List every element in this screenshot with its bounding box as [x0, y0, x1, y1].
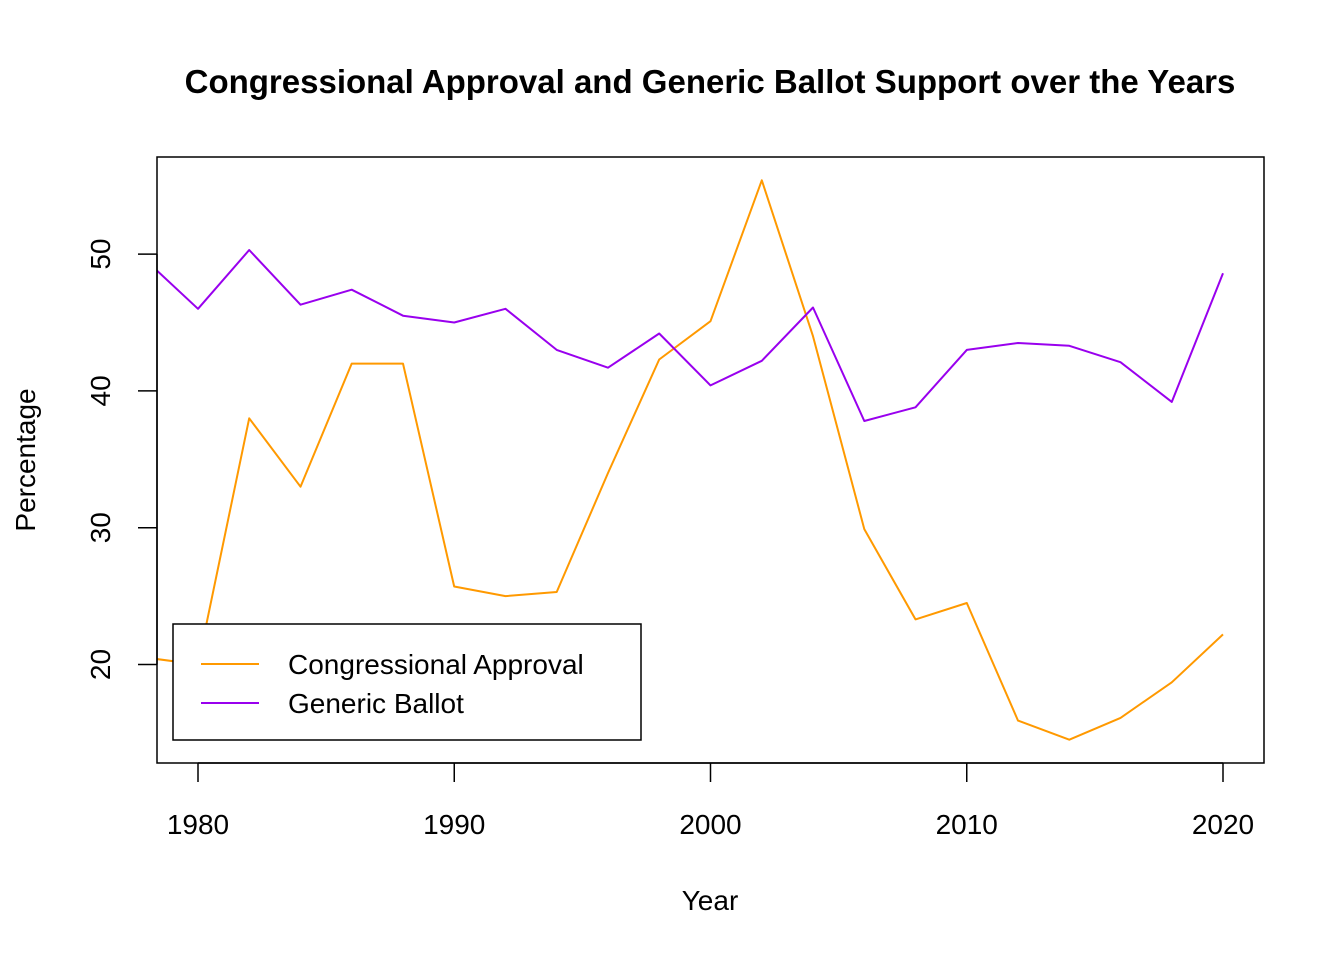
y-axis-label: Percentage: [10, 388, 41, 531]
y-tick-label: 30: [85, 512, 116, 543]
x-tick-label: 1990: [423, 809, 485, 840]
series-line-generic-ballot: [157, 249, 1224, 422]
y-axis: 20 30 40 50: [85, 239, 158, 680]
chart-title: Congressional Approval and Generic Ballo…: [185, 63, 1236, 100]
x-tick-label: 1980: [167, 809, 229, 840]
y-tick-label: 50: [85, 239, 116, 270]
y-tick-label: 40: [85, 375, 116, 406]
legend-label-generic-ballot: Generic Ballot: [288, 688, 464, 719]
series-lines: [157, 179, 1224, 741]
y-tick-label: 20: [85, 649, 116, 680]
x-tick-label: 2000: [679, 809, 741, 840]
legend-box: [172, 623, 642, 741]
legend-label-congressional-approval: Congressional Approval: [288, 649, 584, 680]
x-axis-label: Year: [682, 885, 739, 916]
x-axis: 1980 1990 2000 2010 2020: [167, 762, 1254, 840]
legend: Congressional Approval Generic Ballot: [172, 623, 642, 741]
series-line-congressional-approval: [157, 179, 1224, 741]
x-tick-label: 2010: [936, 809, 998, 840]
x-tick-label: 2020: [1192, 809, 1254, 840]
